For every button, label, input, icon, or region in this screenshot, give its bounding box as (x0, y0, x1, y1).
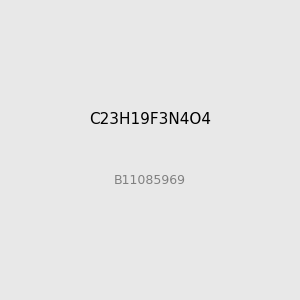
Text: C23H19F3N4O4: C23H19F3N4O4 (89, 112, 211, 128)
Text: B11085969: B11085969 (114, 173, 186, 187)
